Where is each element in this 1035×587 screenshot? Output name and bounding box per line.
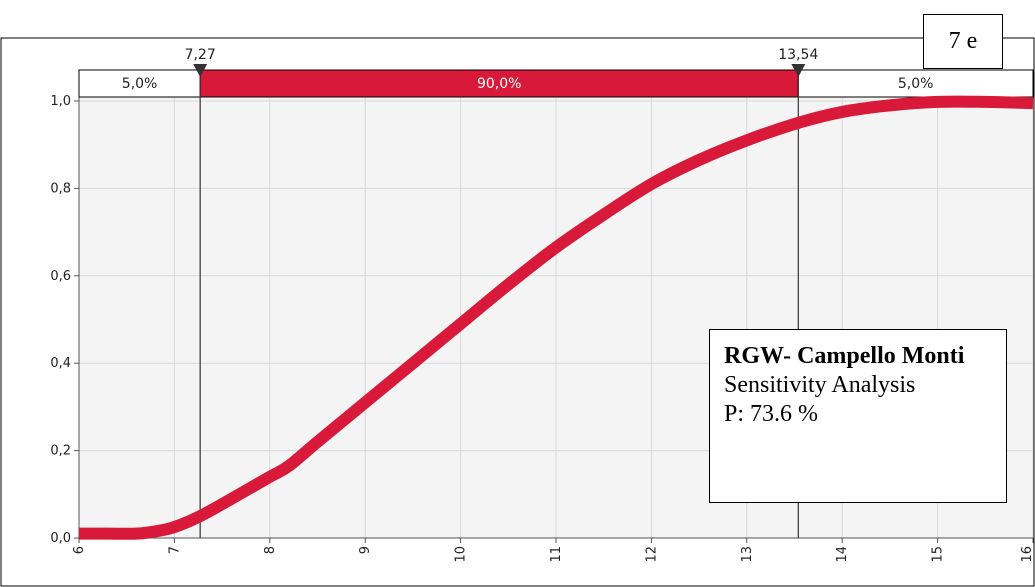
marker-label: 7,27 <box>185 47 216 63</box>
x-tick-label: 10 <box>454 546 469 563</box>
percentile-band-bar: 5,0% 90,0% 5,0% <box>78 69 1034 98</box>
x-tick-label: 12 <box>644 546 659 563</box>
x-tick-label: 8 <box>263 546 278 554</box>
percentile-band-label: 5,0% <box>898 76 934 92</box>
y-tick-label: 1,0 <box>50 94 71 109</box>
info-subtitle: Sensitivity Analysis <box>724 372 916 398</box>
x-tick-label: 9 <box>358 546 373 554</box>
info-probability: P: 73.6 % <box>724 401 819 427</box>
cdf-curve <box>79 95 1034 540</box>
percentile-band <box>797 69 1034 98</box>
y-tick-label: 0,0 <box>50 531 71 546</box>
chart-frame <box>0 37 1035 587</box>
marker-arrow <box>193 64 208 77</box>
y-tick-label: 0,8 <box>50 181 71 196</box>
marker-arrow <box>791 64 806 77</box>
x-tick-label: 7 <box>167 546 182 554</box>
x-tick-label: 15 <box>931 546 946 563</box>
marker-label: 13,54 <box>778 47 818 63</box>
percentile-band <box>199 69 799 98</box>
y-tick-label: 0,2 <box>50 444 71 459</box>
y-axis: 0,0 0,2 0,4 0,6 0,8 1,0 <box>50 94 80 546</box>
x-tick-label: 13 <box>740 546 755 563</box>
x-tick-label: 16 <box>1020 546 1035 563</box>
x-tick-label: 11 <box>549 546 564 563</box>
info-box: RGW- Campello Monti Sensitivity Analysis… <box>709 329 1007 503</box>
x-tick-label: 14 <box>835 546 850 563</box>
percentile-markers: 7,27 13,54 <box>185 47 818 538</box>
y-tick-label: 0,4 <box>50 356 71 371</box>
figure-label: 7 e <box>923 14 1003 69</box>
percentile-band-label: 5,0% <box>122 76 158 92</box>
y-tick-label: 0,6 <box>50 269 71 284</box>
info-title: RGW- Campello Monti <box>724 343 965 369</box>
percentile-band-label: 90,0% <box>477 76 521 92</box>
x-axis: 6 7 8 9 10 11 12 13 14 15 16 <box>72 537 1035 563</box>
x-tick-label: 6 <box>72 546 87 554</box>
